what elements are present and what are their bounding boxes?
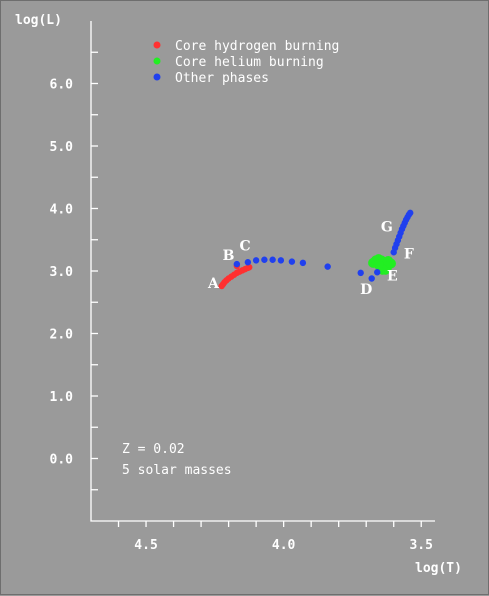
x-axis-label: log(T) <box>415 561 462 576</box>
y-tick-label: 5.0 <box>50 140 74 155</box>
y-axis-ticks: 0.0 1.0 2.0 3.0 4.0 5.0 6.0 <box>50 51 98 491</box>
annotation-c: C <box>240 238 251 254</box>
x-axis-ticks: 4.5 4.0 3.5 <box>117 521 433 553</box>
point-other-phases <box>269 256 276 263</box>
legend-marker-core-helium <box>153 57 161 65</box>
mass-note: 5 solar masses <box>122 463 232 478</box>
data-points <box>218 209 414 290</box>
metallicity-note: Z = 0.02 <box>122 442 185 457</box>
point-other-phases <box>324 263 331 270</box>
annotation-g: G <box>381 220 393 236</box>
point-other-phases <box>261 256 268 263</box>
point-other-phases <box>357 269 364 277</box>
point-core-helium-burning <box>373 259 384 270</box>
y-tick-label: 6.0 <box>50 78 74 93</box>
point-other-phases <box>252 257 260 264</box>
annotation-d: D <box>360 282 372 298</box>
x-tick-label: 4.5 <box>134 538 157 553</box>
legend-label-other-phases: Other phases <box>175 71 269 86</box>
y-tick-label: 3.0 <box>50 265 74 280</box>
legend-label-core-hydrogen: Core hydrogen burning <box>175 39 339 54</box>
legend: Core hydrogen burning Core helium burnin… <box>153 39 339 86</box>
annotation-a: A <box>207 276 220 292</box>
y-axis-label: log(L) <box>15 13 62 28</box>
point-core-helium-burning <box>385 258 396 269</box>
y-tick-label: 1.0 <box>50 390 74 405</box>
point-other-phases <box>374 269 381 276</box>
legend-marker-other-phases <box>153 73 161 81</box>
y-tick-label: 0.0 <box>50 453 74 468</box>
y-tick-label: 4.0 <box>50 203 74 218</box>
axis-lines <box>90 21 435 522</box>
point-other-phases <box>244 259 252 266</box>
point-other-phases <box>407 209 414 217</box>
point-other-phases <box>288 258 296 265</box>
annotation-b: B <box>223 248 235 264</box>
point-other-phases <box>299 259 307 267</box>
point-core-hydrogen-burning <box>246 264 253 271</box>
point-other-phases <box>233 260 241 268</box>
x-tick-label: 3.5 <box>409 538 432 553</box>
annotation-e: E <box>387 268 398 284</box>
x-tick-label: 4.0 <box>272 538 296 553</box>
point-other-phases <box>277 257 285 264</box>
annotation-f: F <box>404 247 414 263</box>
legend-marker-core-hydrogen <box>153 41 161 49</box>
legend-label-core-helium: Core helium burning <box>175 55 324 70</box>
point-other-phases <box>368 275 375 282</box>
y-tick-label: 2.0 <box>50 328 74 343</box>
